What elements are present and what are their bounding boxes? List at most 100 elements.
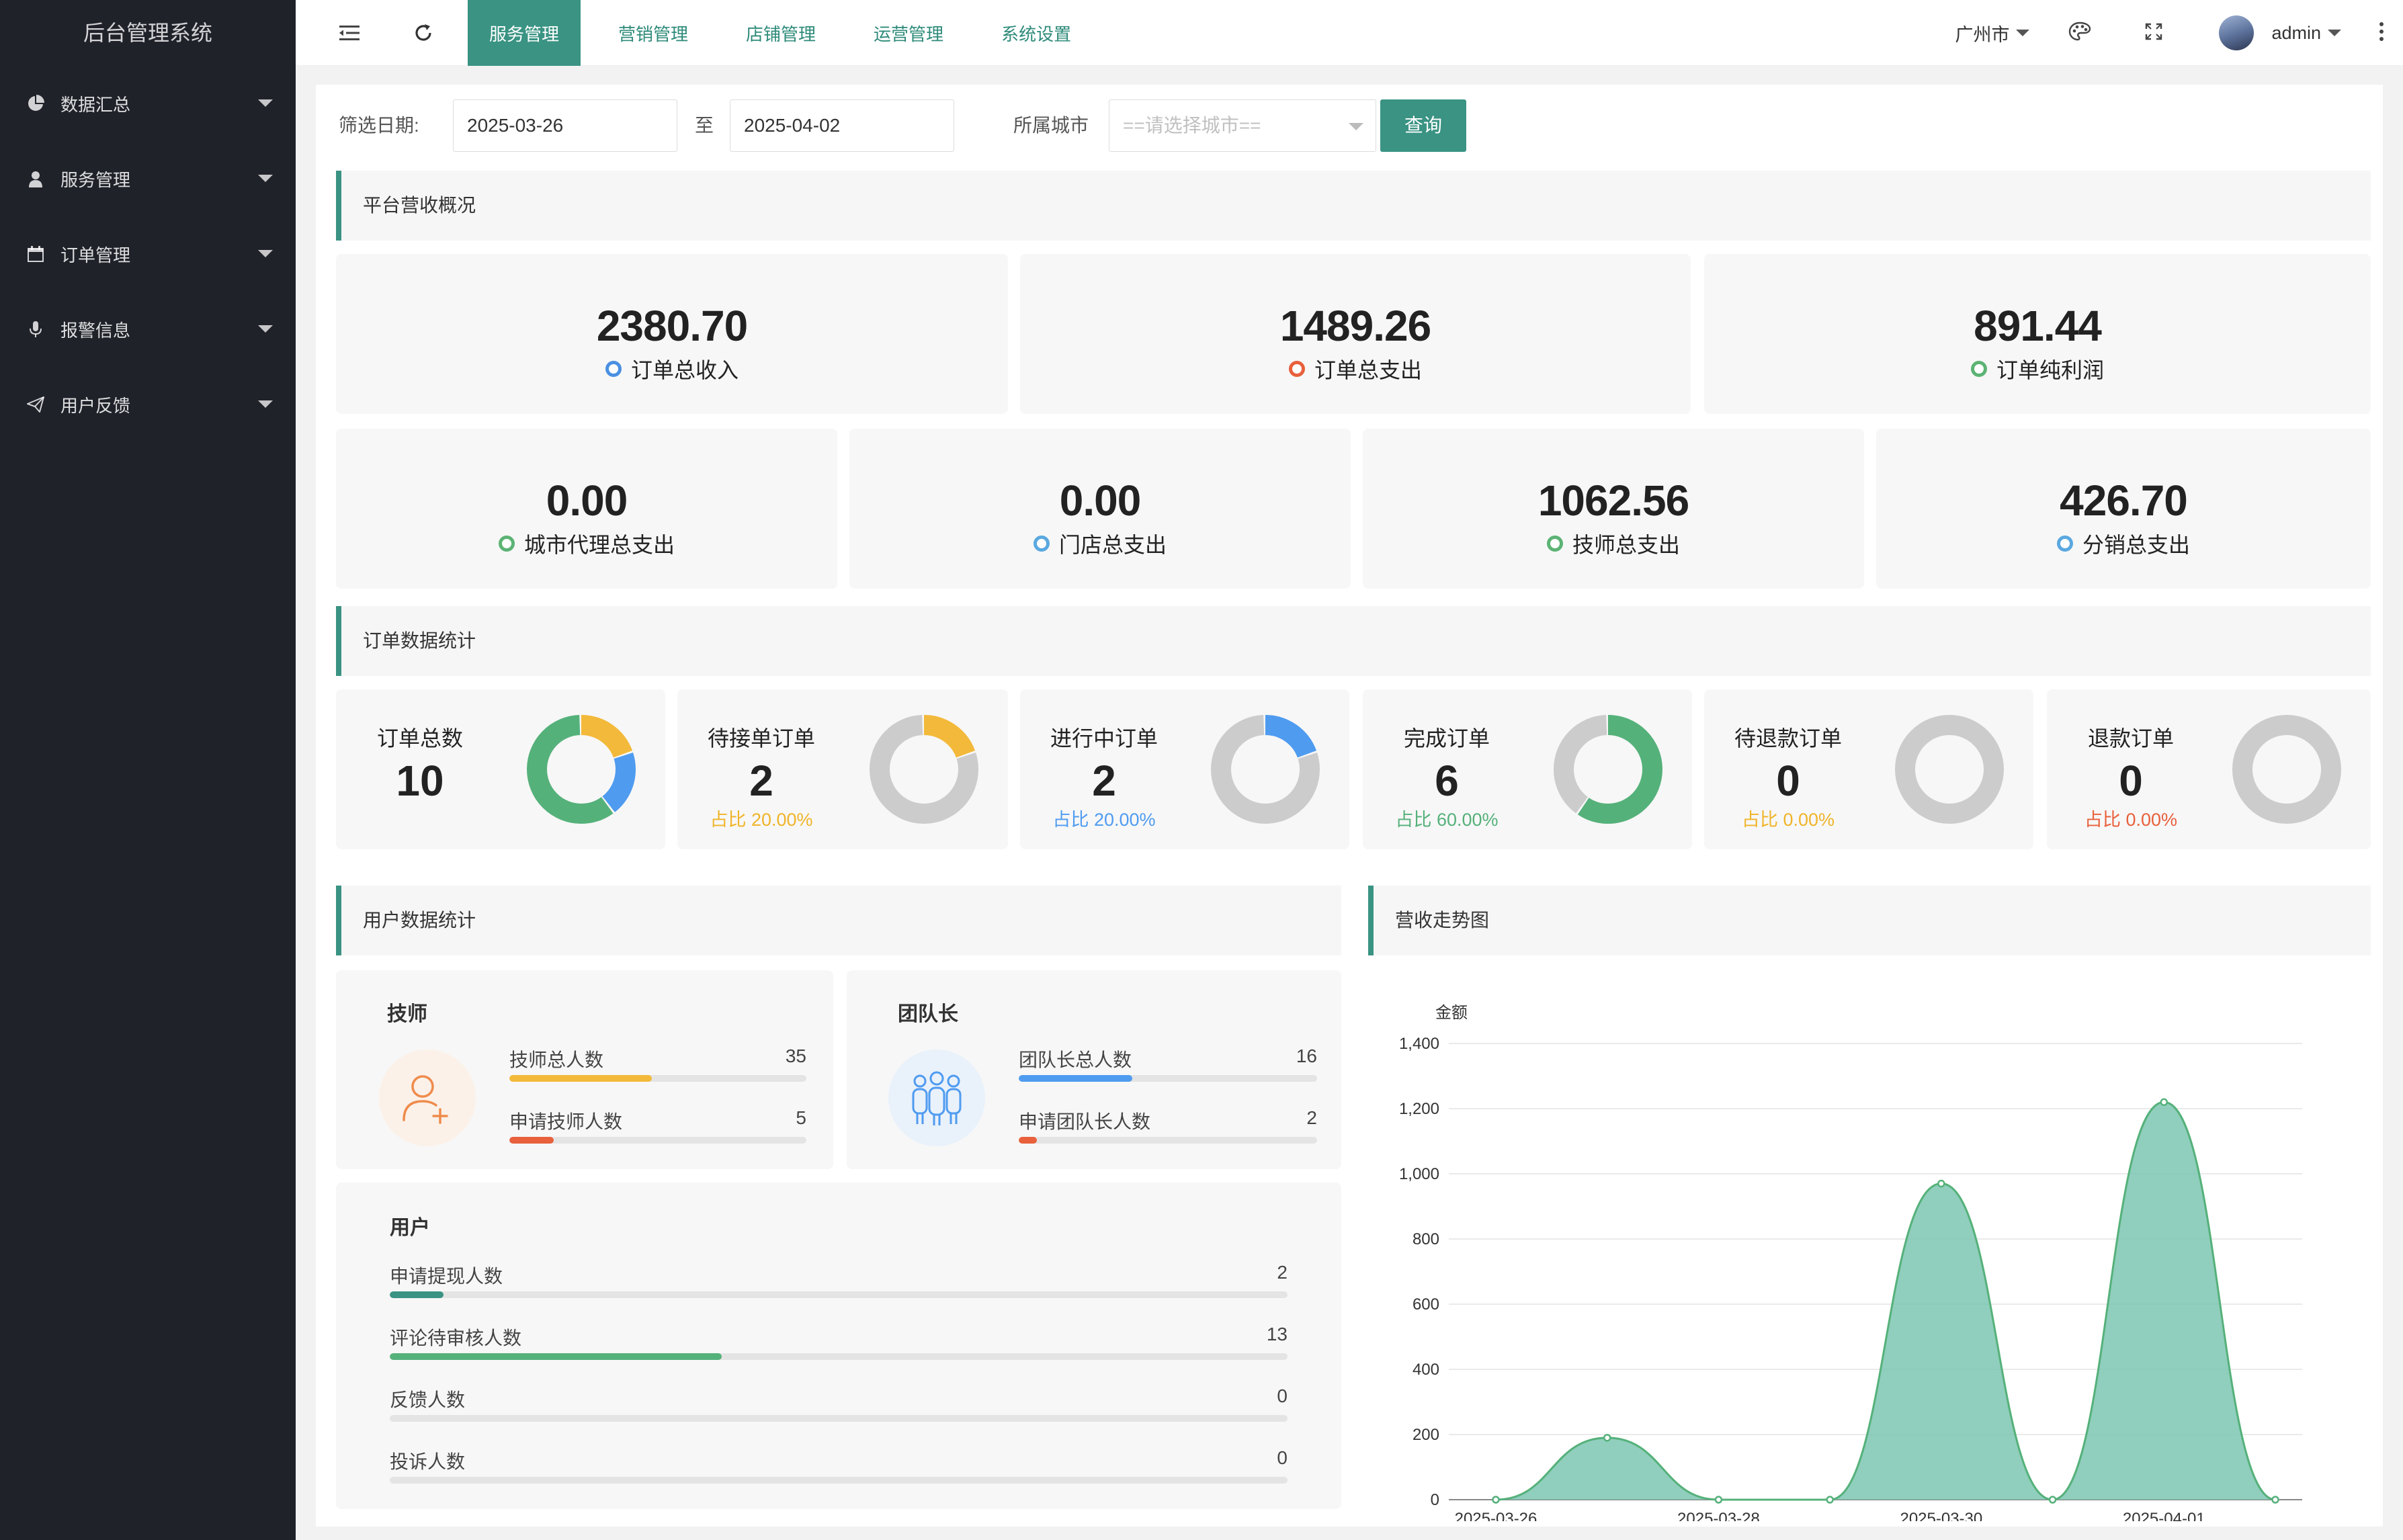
stat-label: 门店总支出: [1058, 533, 1167, 557]
stat-label: 技师总支出: [1572, 533, 1680, 557]
progress-track: [509, 1137, 806, 1144]
city-select[interactable]: ==请选择城市==: [1109, 99, 1376, 152]
bar-label: 申请提现人数: [390, 1266, 503, 1287]
tab-operations-management[interactable]: 运营管理: [874, 24, 944, 44]
progress-track: [509, 1075, 806, 1082]
data-point[interactable]: [2048, 1496, 2057, 1504]
main-content: 筛选日期: 2025-03-26 至 2025-04-02 所属城市 ==请选择…: [316, 85, 2383, 1527]
order-card-refunded: 退款订单 0 占比 0.00%: [2047, 689, 2371, 849]
order-card-count: 10: [396, 757, 444, 805]
donut-segment: [1211, 715, 1320, 824]
bar-value: 35: [785, 1045, 806, 1066]
data-point[interactable]: [2160, 1098, 2168, 1107]
status-dot: [1288, 361, 1305, 377]
team-leader-card-title: 团队长: [898, 1003, 958, 1025]
sidebar-item-alarm[interactable]: 报警信息: [0, 292, 296, 367]
end-date-input[interactable]: 2025-04-02: [730, 99, 954, 152]
start-date-input[interactable]: 2025-03-26: [453, 99, 677, 152]
sidebar-item-feedback[interactable]: 用户反馈: [0, 367, 296, 442]
to-label: 至: [695, 115, 714, 136]
bar-value: 13: [1266, 1324, 1288, 1344]
city-agent-expense-card: 0.00 城市代理总支出: [336, 429, 837, 589]
query-button[interactable]: 查询: [1380, 99, 1466, 152]
data-point[interactable]: [1603, 1434, 1611, 1442]
city-select-placeholder: ==请选择城市==: [1123, 115, 1261, 136]
city-filter-label: 所属城市: [1013, 115, 1089, 136]
donut-segment: [1211, 715, 1320, 824]
order-card-total: 订单总数 10: [336, 689, 665, 849]
menu-collapse-icon[interactable]: [329, 0, 370, 66]
bar-label: 投诉人数: [390, 1451, 466, 1472]
user-name: admin: [2271, 22, 2321, 43]
stat-value: 426.70: [2060, 476, 2188, 525]
progress-track: [1019, 1075, 1317, 1082]
order-card-ratio: 占比 20.00%: [1052, 810, 1156, 830]
top-header: 服务管理 营销管理 店铺管理 运营管理 系统设置 广州市 admin: [296, 0, 2403, 66]
sidebar: 后台管理系统 数据汇总 服务管理 订单管理 报警信息 用户反馈: [0, 0, 296, 1540]
bar-value: 0: [1277, 1385, 1288, 1406]
data-point[interactable]: [1937, 1179, 1945, 1188]
x-tick-label: 2025-03-28: [1677, 1510, 1760, 1521]
order-card-ratio: 占比 0.00%: [1741, 810, 1835, 830]
donut-chart-completed: [1554, 715, 1662, 824]
user-menu[interactable]: admin: [2219, 15, 2341, 50]
sidebar-item-label: 服务管理: [60, 169, 131, 190]
team-icon: [888, 1050, 985, 1146]
order-card-in-progress: 进行中订单 2 占比 20.00%: [1020, 689, 1349, 849]
stat-label: 城市代理总支出: [523, 533, 675, 557]
y-tick-label: 1,400: [1399, 1035, 1439, 1053]
data-point[interactable]: [1826, 1496, 1834, 1504]
progress-fill: [509, 1075, 652, 1082]
data-point[interactable]: [1492, 1496, 1500, 1504]
order-card-count: 2: [749, 757, 773, 805]
more-vertical-icon[interactable]: [2379, 22, 2384, 45]
palette-icon[interactable]: [2068, 22, 2091, 45]
y-tick-label: 400: [1413, 1361, 1439, 1379]
tab-store-management[interactable]: 店铺管理: [746, 24, 816, 44]
chevron-down-icon: [258, 325, 273, 333]
user-card: 用户 申请提现人数 2 评论待审核人数 13 反馈人数 0 投诉人数 0: [336, 1183, 1341, 1509]
order-expense-card: 1489.26 订单总支出: [1020, 254, 1691, 414]
order-income-card: 2380.70 订单总收入: [336, 254, 1008, 414]
x-tick-label: 2025-03-26: [1455, 1510, 1537, 1521]
y-tick-label: 0: [1431, 1491, 1439, 1509]
app-title: 后台管理系统: [0, 0, 296, 66]
data-point[interactable]: [2271, 1496, 2279, 1504]
status-dot: [605, 361, 622, 377]
sidebar-item-data-summary[interactable]: 数据汇总: [0, 66, 296, 141]
status-dot: [1033, 536, 1050, 552]
donut-chart-refunded: [2232, 715, 2341, 824]
bar-label: 评论待审核人数: [390, 1328, 522, 1349]
bar-label: 技师总人数: [509, 1050, 604, 1070]
tab-service-management[interactable]: 服务管理: [468, 0, 581, 66]
sidebar-item-orders[interactable]: 订单管理: [0, 216, 296, 292]
bar-value: 2: [1277, 1262, 1288, 1283]
donut-segment: [870, 715, 978, 824]
x-tick-label: 2025-03-30: [1900, 1510, 1982, 1521]
chevron-down-icon: [258, 175, 273, 182]
series-area: [1496, 1102, 2275, 1500]
stat-label: 订单纯利润: [1996, 358, 2104, 382]
trend-section-title: 营收走势图: [1368, 886, 2371, 955]
refresh-icon[interactable]: [403, 0, 444, 66]
paper-plane-icon: [26, 394, 46, 415]
pie-chart-icon: [26, 93, 46, 114]
tab-marketing-management[interactable]: 营销管理: [618, 24, 689, 44]
city-dropdown[interactable]: 广州市: [1955, 20, 2030, 46]
technician-expense-card: 1062.56 技师总支出: [1363, 429, 1864, 589]
y-tick-label: 1,000: [1399, 1165, 1439, 1183]
order-card-ratio: 占比 20.00%: [710, 810, 813, 830]
tab-system-settings[interactable]: 系统设置: [1001, 24, 1072, 44]
sidebar-item-service[interactable]: 服务管理: [0, 141, 296, 216]
stat-value: 1062.56: [1537, 476, 1689, 525]
progress-track: [390, 1415, 1288, 1422]
fullscreen-icon[interactable]: [2145, 23, 2162, 44]
status-dot: [498, 536, 515, 552]
stat-value: 0.00: [1059, 476, 1142, 525]
y-tick-label: 1,200: [1399, 1100, 1439, 1118]
date-filter-label: 筛选日期:: [339, 115, 419, 136]
x-tick-label: 2025-04-01: [2123, 1510, 2205, 1521]
data-point[interactable]: [1714, 1496, 1723, 1504]
y-tick-label: 200: [1413, 1426, 1439, 1444]
donut-chart-pending: [870, 715, 978, 824]
